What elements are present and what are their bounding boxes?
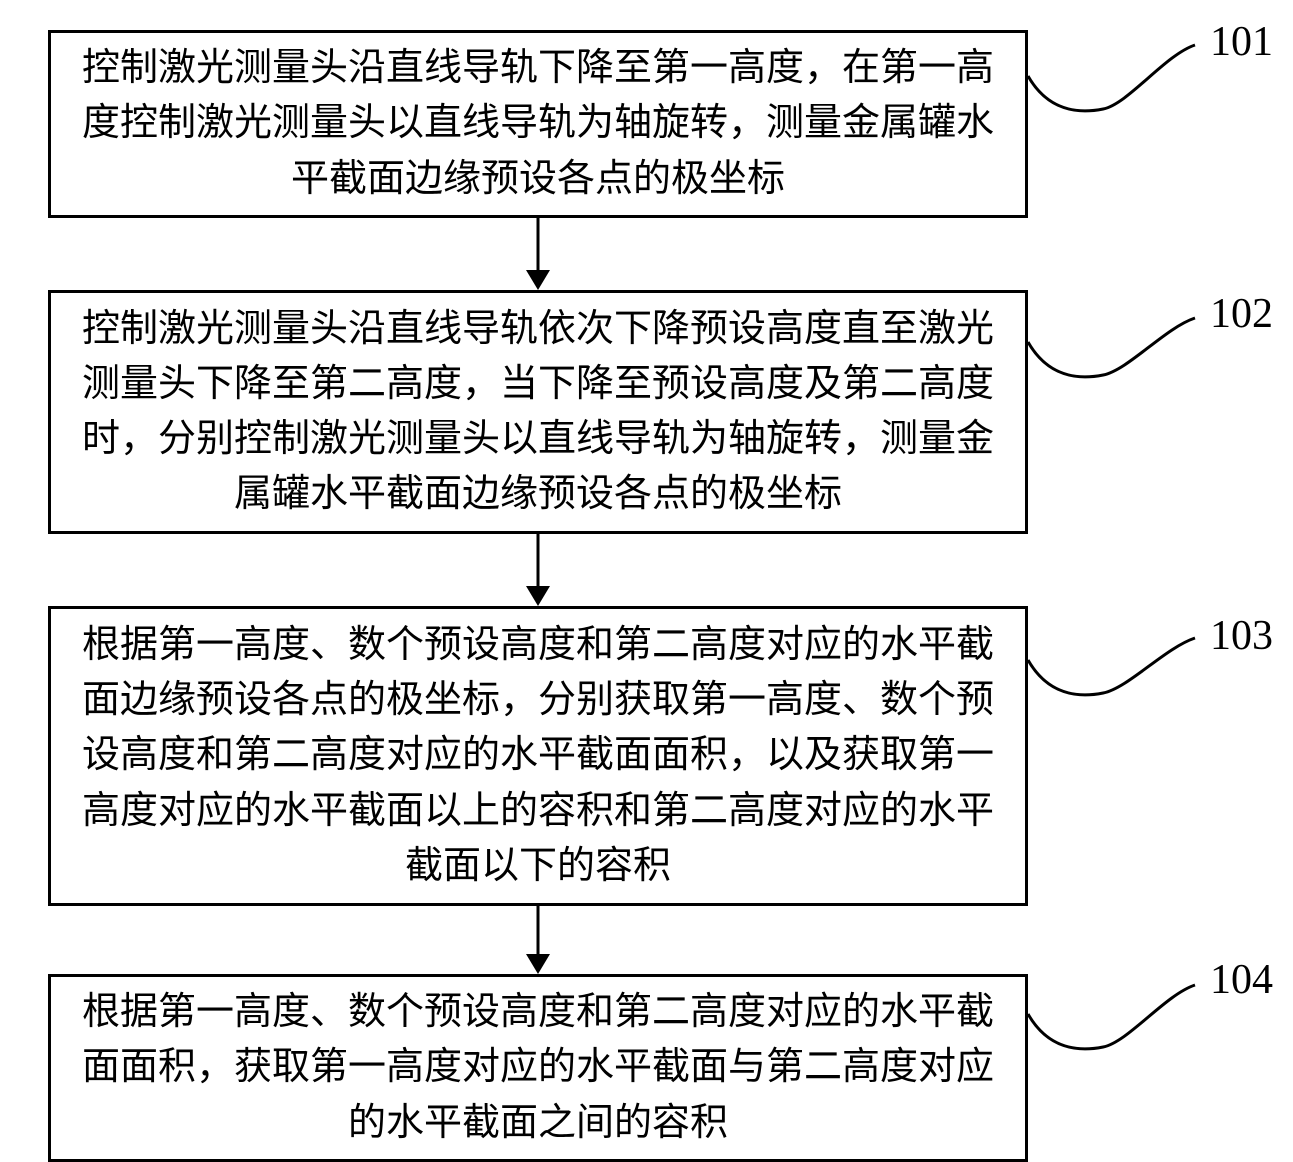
flow-step-text: 根据第一高度、数个预设高度和第二高度对应的水平截面边缘预设各点的极坐标，分别获取…	[71, 618, 1005, 893]
flow-step-label-step101: 101	[1210, 18, 1273, 66]
flowchart-canvas: 控制激光测量头沿直线导轨下降至第一高度，在第一高度控制激光测量头以直线导轨为轴旋…	[0, 0, 1293, 1144]
flow-step-text: 控制激光测量头沿直线导轨下降至第一高度，在第一高度控制激光测量头以直线导轨为轴旋…	[71, 41, 1005, 206]
brace-connector	[1018, 975, 1205, 1074]
brace-connector	[1018, 628, 1205, 720]
flow-step-text: 根据第一高度、数个预设高度和第二高度对应的水平截面面积，获取第一高度对应的水平截…	[71, 985, 1005, 1150]
flow-step-text: 控制激光测量头沿直线导轨依次下降预设高度直至激光测量头下降至第二高度，当下降至预…	[71, 302, 1005, 522]
flow-step-step103: 根据第一高度、数个预设高度和第二高度对应的水平截面边缘预设各点的极坐标，分别获取…	[48, 606, 1028, 906]
flow-step-label-step102: 102	[1210, 290, 1273, 338]
flow-arrow	[508, 218, 568, 290]
flow-arrow	[508, 906, 568, 974]
flow-arrow	[508, 534, 568, 606]
flow-step-step101: 控制激光测量头沿直线导轨下降至第一高度，在第一高度控制激光测量头以直线导轨为轴旋…	[48, 30, 1028, 218]
brace-connector	[1018, 35, 1205, 136]
flow-step-label-step104: 104	[1210, 956, 1273, 1004]
flow-step-step104: 根据第一高度、数个预设高度和第二高度对应的水平截面面积，获取第一高度对应的水平截…	[48, 974, 1028, 1162]
flow-step-label-step103: 103	[1210, 612, 1273, 660]
flow-step-step102: 控制激光测量头沿直线导轨依次下降预设高度直至激光测量头下降至第二高度，当下降至预…	[48, 290, 1028, 534]
brace-connector	[1018, 308, 1205, 402]
